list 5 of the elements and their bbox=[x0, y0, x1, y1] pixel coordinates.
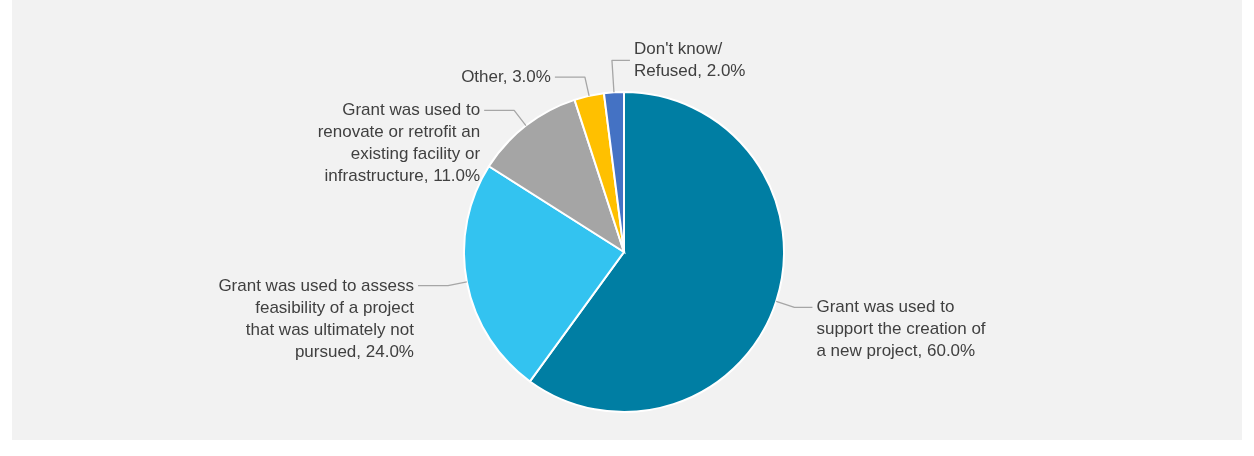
slice-label: Grant was used to support the creation of a new project, 60.0% bbox=[816, 297, 986, 361]
slice-label: Grant was used to renovate or retrofit an existing facility or infrastructure, 11.0% bbox=[317, 100, 481, 186]
slice-label: Grant was used to assess feasibility of a project that was ultimately not pursued, 24.0% bbox=[218, 275, 415, 361]
slice-label: Other, 3.0% bbox=[461, 67, 551, 87]
slice-label: Don't know/Refused, 2.0% bbox=[633, 39, 746, 81]
